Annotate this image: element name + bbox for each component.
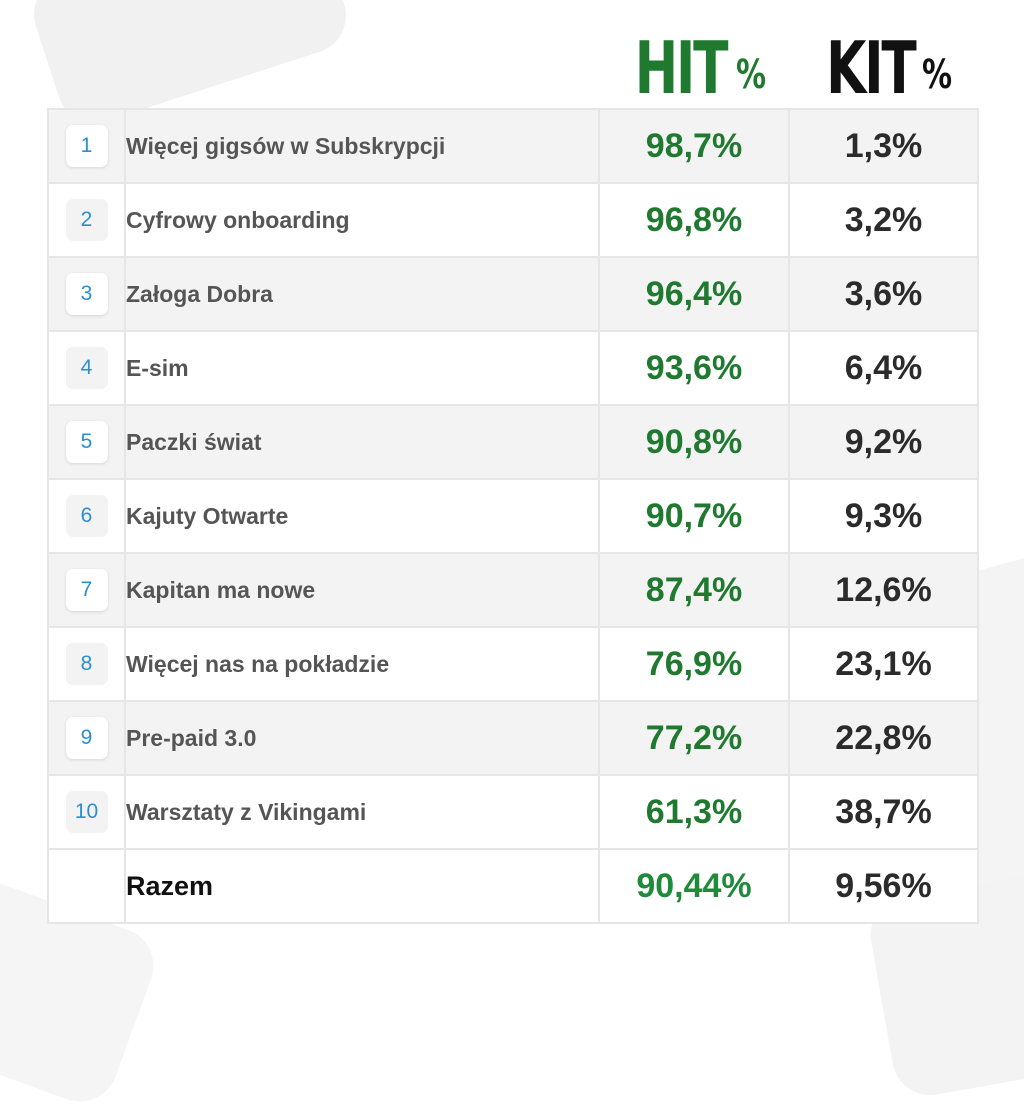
hit-value: 90,8% bbox=[598, 404, 790, 480]
project-name: Kapitan ma nowe bbox=[124, 552, 600, 628]
hit-value: 96,8% bbox=[598, 182, 790, 258]
table-row: 2 Cyfrowy onboarding 96,8% 3,2% bbox=[47, 182, 979, 258]
project-name: Więcej nas na pokładzie bbox=[124, 626, 600, 702]
rank-badge: 9 bbox=[65, 717, 108, 759]
project-name: Załoga Dobra bbox=[124, 256, 600, 332]
rank-cell: 5 bbox=[47, 404, 126, 480]
hit-value: 61,3% bbox=[598, 774, 790, 850]
results-table: 1 Więcej gigsów w Subskrypcji 98,7% 1,3%… bbox=[47, 108, 979, 924]
kit-value: 3,2% bbox=[788, 182, 979, 258]
table-row: 8 Więcej nas na pokładzie 76,9% 23,1% bbox=[47, 626, 979, 702]
kit-value: 6,4% bbox=[788, 330, 979, 406]
rank-cell: 3 bbox=[47, 256, 126, 332]
kit-column-header: KIT% bbox=[790, 30, 976, 105]
kit-value: 9,3% bbox=[788, 478, 979, 554]
rank-badge: 1 bbox=[65, 125, 108, 167]
rank-cell: 4 bbox=[47, 330, 126, 406]
rank-cell: 7 bbox=[47, 552, 126, 628]
kit-value: 12,6% bbox=[788, 552, 979, 628]
rank-cell: 1 bbox=[47, 108, 126, 184]
kit-value: 38,7% bbox=[788, 774, 979, 850]
hit-value: 93,6% bbox=[598, 330, 790, 406]
project-name: Pre-paid 3.0 bbox=[124, 700, 600, 776]
kit-value: 3,6% bbox=[788, 256, 979, 332]
total-row: Razem 90,44% 9,56% bbox=[47, 848, 979, 924]
project-name: Warsztaty z Vikingami bbox=[124, 774, 600, 850]
kit-value: 1,3% bbox=[788, 108, 979, 184]
table-row: 1 Więcej gigsów w Subskrypcji 98,7% 1,3% bbox=[47, 108, 979, 184]
rank-cell: 9 bbox=[47, 700, 126, 776]
kit-value: 22,8% bbox=[788, 700, 979, 776]
rank-badge: 5 bbox=[65, 421, 108, 463]
hit-value: 76,9% bbox=[598, 626, 790, 702]
project-name: Więcej gigsów w Subskrypcji bbox=[124, 108, 600, 184]
hit-header-label: HIT bbox=[635, 25, 729, 110]
table-row: 3 Załoga Dobra 96,4% 3,6% bbox=[47, 256, 979, 332]
rank-cell: 6 bbox=[47, 478, 126, 554]
empty-rank-cell bbox=[47, 848, 126, 924]
rank-cell: 2 bbox=[47, 182, 126, 258]
hit-header-percent: % bbox=[735, 51, 766, 98]
table-row: 4 E-sim 93,6% 6,4% bbox=[47, 330, 979, 406]
rank-cell: 8 bbox=[47, 626, 126, 702]
hit-value: 77,2% bbox=[598, 700, 790, 776]
kit-header-percent: % bbox=[922, 51, 953, 98]
kit-header-label: KIT bbox=[825, 25, 917, 110]
project-name: E-sim bbox=[124, 330, 600, 406]
project-name: Cyfrowy onboarding bbox=[124, 182, 600, 258]
project-name: Paczki świat bbox=[124, 404, 600, 480]
rank-badge: 4 bbox=[65, 347, 108, 389]
hit-column-header: HIT% bbox=[600, 30, 788, 105]
table-row: 9 Pre-paid 3.0 77,2% 22,8% bbox=[47, 700, 979, 776]
kit-value: 23,1% bbox=[788, 626, 979, 702]
hit-value: 90,7% bbox=[598, 478, 790, 554]
hit-value: 96,4% bbox=[598, 256, 790, 332]
rank-badge: 3 bbox=[65, 273, 108, 315]
table-row: 10 Warsztaty z Vikingami 61,3% 38,7% bbox=[47, 774, 979, 850]
rank-badge: 7 bbox=[65, 569, 108, 611]
rank-badge: 6 bbox=[65, 495, 108, 537]
kit-value: 9,2% bbox=[788, 404, 979, 480]
table-row: 7 Kapitan ma nowe 87,4% 12,6% bbox=[47, 552, 979, 628]
rank-badge: 10 bbox=[65, 791, 108, 833]
total-kit-value: 9,56% bbox=[788, 848, 979, 924]
table-row: 6 Kajuty Otwarte 90,7% 9,3% bbox=[47, 478, 979, 554]
total-hit-value: 90,44% bbox=[598, 848, 790, 924]
hit-value: 98,7% bbox=[598, 108, 790, 184]
project-name: Kajuty Otwarte bbox=[124, 478, 600, 554]
rank-badge: 8 bbox=[65, 643, 108, 685]
rank-cell: 10 bbox=[47, 774, 126, 850]
total-label: Razem bbox=[124, 848, 600, 924]
rank-badge: 2 bbox=[65, 199, 108, 241]
table-row: 5 Paczki świat 90,8% 9,2% bbox=[47, 404, 979, 480]
hit-value: 87,4% bbox=[598, 552, 790, 628]
